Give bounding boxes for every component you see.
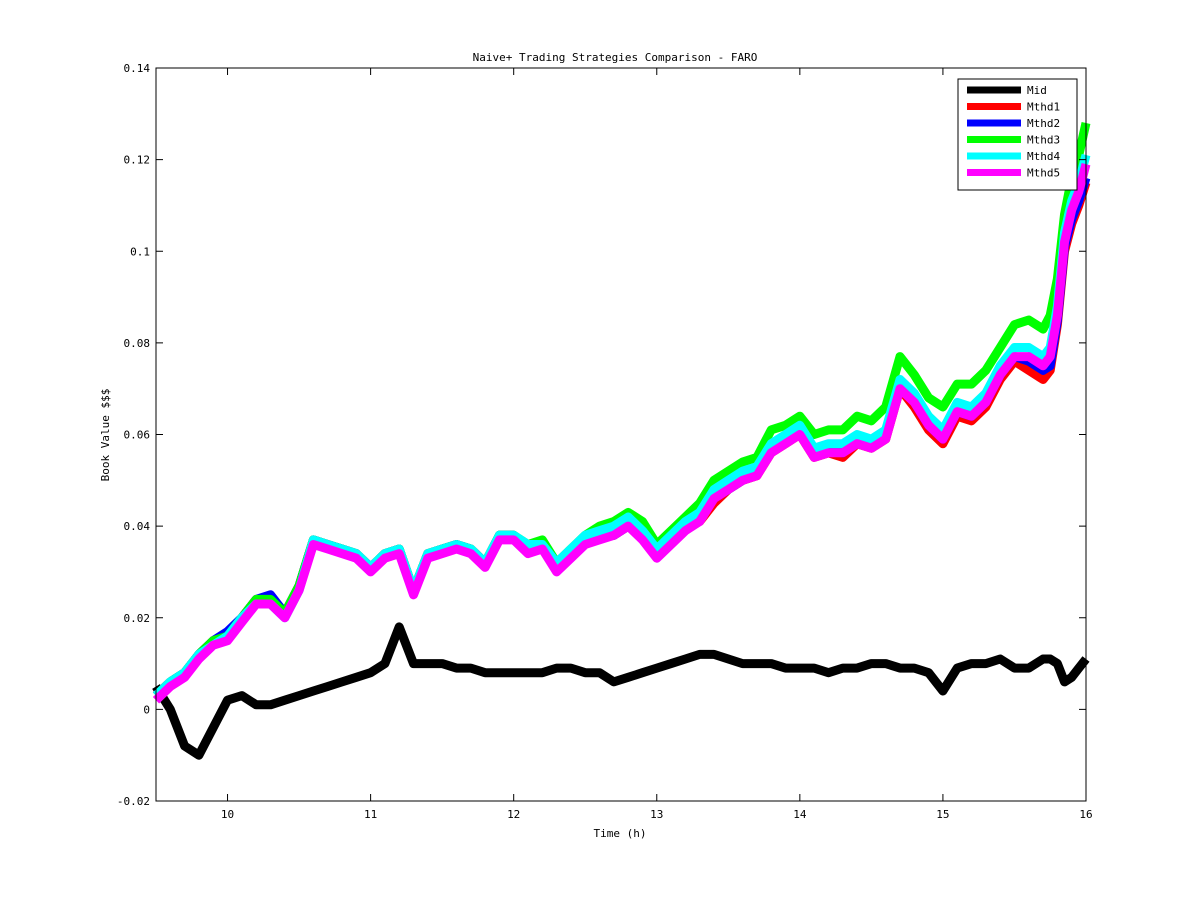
y-tick-label-0-08: 0.08 <box>124 337 151 350</box>
y-tick-label-0-02: -0.02 <box>117 795 150 808</box>
y-tick-label-0-02: 0.02 <box>124 612 151 625</box>
y-tick-label-0-04: 0.04 <box>124 520 151 533</box>
axes-layer: 10 11 12 13 14 15 16 -0.02 0 0.02 0.04 0.06 0.08 0.1 0… <box>117 62 1093 821</box>
y-tick-label-0-1: 0.1 <box>130 245 150 258</box>
series-line-mthd5 <box>152 163 1091 704</box>
series-layer <box>152 122 1091 760</box>
x-tick-label-12: 12 <box>507 808 520 821</box>
x-tick-label-16: 16 <box>1079 808 1092 821</box>
legend-label-mthd5: Mthd5 <box>1027 167 1060 180</box>
chart-title: Naive+ Trading Strategies Comparison - F… <box>473 51 758 64</box>
legend-label-mid: Mid <box>1027 84 1047 97</box>
legend: Mid Mthd1 Mthd2 Mthd3 Mthd4 Mthd5 <box>957 78 1078 191</box>
legend-label-mthd4: Mthd4 <box>1027 150 1060 163</box>
x-tick-label-15: 15 <box>936 808 949 821</box>
x-tick-label-10: 10 <box>221 808 234 821</box>
y-axis-label: Book Value $$$ <box>99 389 112 482</box>
y-tick-label-0: 0 <box>143 703 150 716</box>
x-tick-label-13: 13 <box>650 808 663 821</box>
series-line-mid <box>152 622 1090 760</box>
legend-label-mthd1: Mthd1 <box>1027 101 1060 114</box>
x-axis-label: Time (h) <box>594 827 647 840</box>
y-tick-label-0-06: 0.06 <box>124 429 151 442</box>
x-tick-label-14: 14 <box>793 808 807 821</box>
x-tick-label-11: 11 <box>364 808 377 821</box>
legend-label-mthd2: Mthd2 <box>1027 117 1060 130</box>
legend-label-mthd3: Mthd3 <box>1027 134 1060 147</box>
y-tick-label-0-12: 0.12 <box>124 154 151 167</box>
y-tick-label-0-14: 0.14 <box>124 62 151 75</box>
